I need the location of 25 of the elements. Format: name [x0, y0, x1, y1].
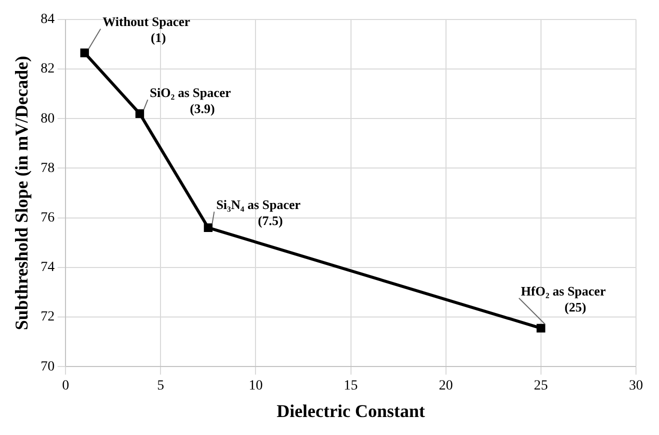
y-tick-label: 84 [40, 12, 55, 28]
x-axis-title: Dielectric Constant [276, 400, 426, 421]
x-tick-label: 30 [629, 378, 643, 394]
annotation: Without Spacer (1) [102, 14, 190, 46]
y-tick-label: 76 [40, 210, 55, 226]
annotation: Si₃N₄ as Spacer (7.5) [216, 197, 301, 228]
x-tick-label: 10 [248, 378, 263, 394]
y-tick-label: 78 [40, 160, 55, 176]
point [536, 324, 546, 332]
y-tick-label: 82 [40, 62, 55, 77]
y-tick-label: 72 [40, 310, 55, 325]
annotation: HfO₂ as Spacer (25) [520, 284, 606, 315]
point [80, 48, 89, 58]
x-tick-label: 0 [62, 378, 70, 394]
y-tick-label: 80 [40, 111, 55, 126]
y-tick-label: 70 [40, 359, 55, 374]
point [204, 223, 213, 232]
y-axis-title: Subthreshold Slope (in mV/Decade) [11, 56, 32, 330]
x-tick-label: 20 [438, 378, 453, 394]
x-tick-label: 5 [157, 378, 164, 394]
x-tick-label: 25 [534, 378, 548, 394]
annotation: SiO₂ as Spacer (3.9) [150, 85, 232, 116]
x-tick-label: 15 [344, 378, 358, 394]
y-tick-label: 74 [40, 260, 55, 276]
point [135, 109, 144, 118]
